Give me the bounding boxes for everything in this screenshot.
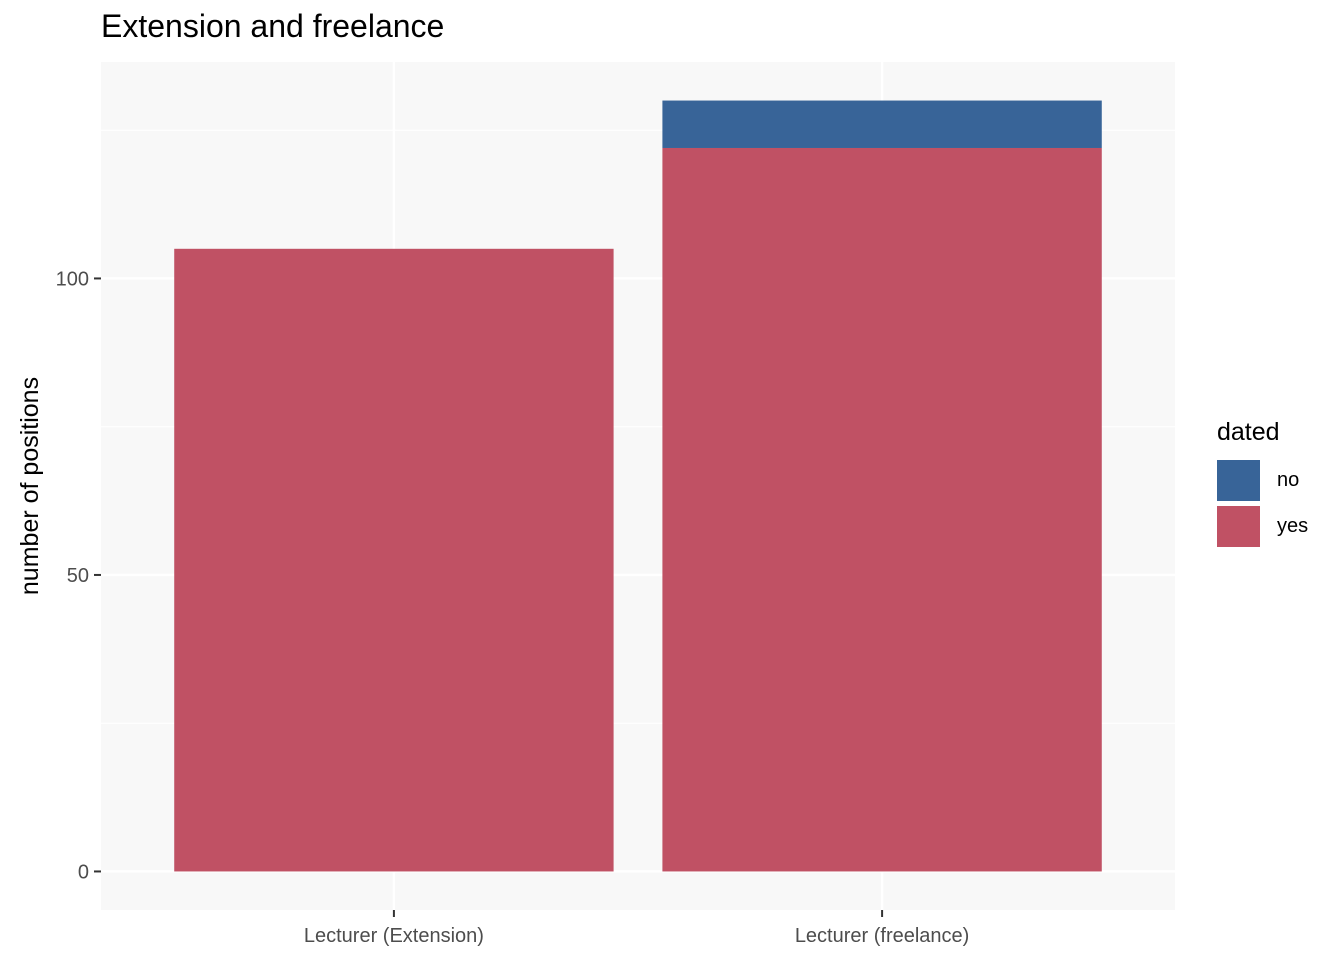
legend-swatch-yes	[1217, 505, 1260, 547]
legend-item-no: no	[1217, 457, 1308, 503]
legend-swatch-no	[1217, 459, 1260, 501]
legend-title: dated	[1217, 418, 1280, 446]
legend: dated no yes	[1217, 418, 1308, 549]
axes: 0 50 100 Lecturer (Extension) Lecturer (free…	[56, 268, 970, 947]
legend-label-no: no	[1277, 468, 1300, 491]
x-tick-label: Lecturer (Extension)	[304, 925, 484, 947]
bar-yes-2	[662, 147, 1102, 872]
bar-no-2	[662, 100, 1102, 148]
y-tick-label: 100	[56, 268, 89, 290]
y-axis-label: number of positions	[16, 377, 44, 595]
chart-title: Extension and freelance	[101, 8, 445, 44]
legend-item-yes: yes	[1217, 503, 1308, 549]
y-tick-label: 0	[78, 861, 89, 883]
legend-label-yes: yes	[1277, 514, 1309, 537]
x-tick-label: Lecturer (freelance)	[795, 925, 970, 947]
bar-yes-1	[174, 248, 614, 872]
y-tick-label: 50	[67, 565, 89, 587]
bars	[174, 100, 1102, 872]
